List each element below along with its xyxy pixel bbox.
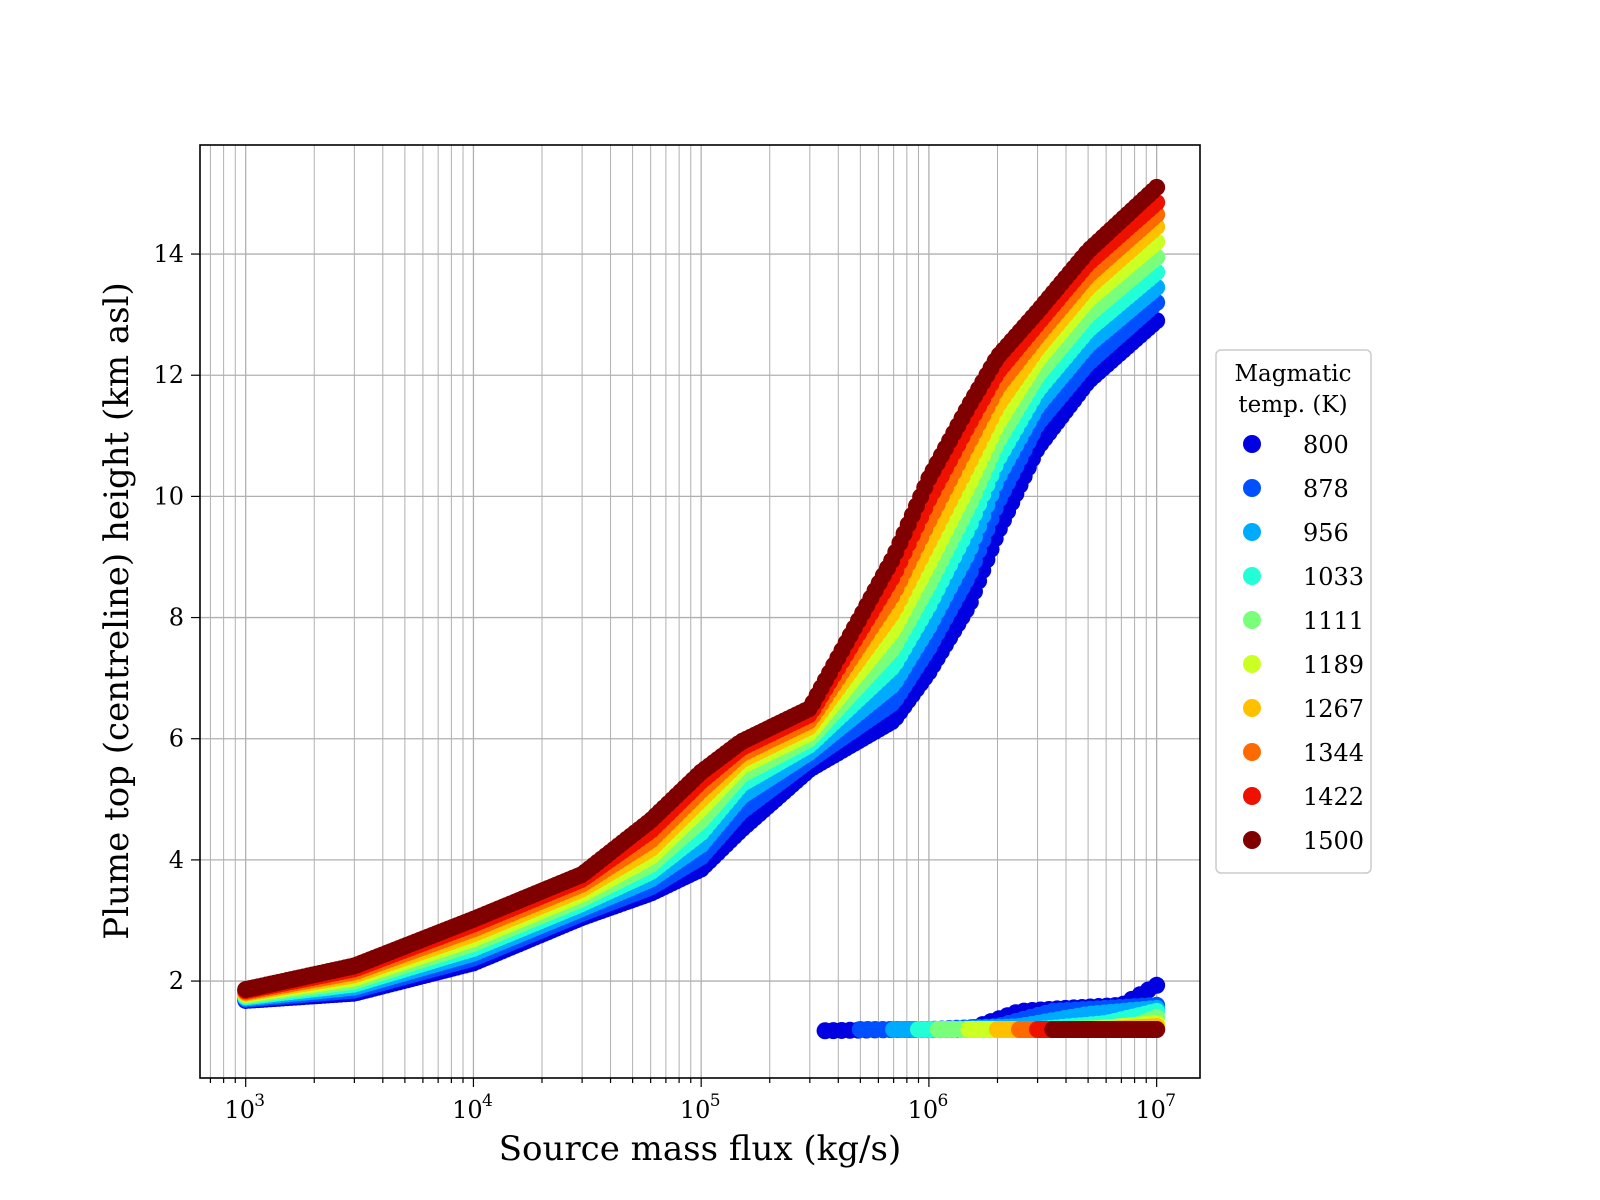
legend-label-1267: 1267 — [1303, 695, 1364, 723]
legend-label-1422: 1422 — [1303, 783, 1364, 811]
x-tick-label-exponent: 6 — [938, 1091, 949, 1111]
legend-label-1344: 1344 — [1303, 739, 1364, 767]
x-tick-label: 10 — [224, 1096, 255, 1124]
x-tick-label: 10 — [680, 1096, 711, 1124]
legend-marker-1422 — [1243, 787, 1261, 805]
x-tick-label-exponent: 7 — [1165, 1091, 1176, 1111]
legend-label-956: 956 — [1303, 519, 1349, 547]
data-point — [1148, 976, 1166, 994]
y-tick-label: 4 — [169, 846, 184, 874]
legend-marker-1344 — [1243, 743, 1261, 761]
y-tick-label: 8 — [169, 604, 184, 632]
x-tick-label: 10 — [1135, 1096, 1166, 1124]
legend: Magmatic temp. (K) 800 878 956 1033 1111 1189… — [1215, 349, 1372, 874]
legend-title-line-1: Magmatic — [1235, 361, 1352, 387]
plot-frame — [199, 144, 1201, 1079]
series-1500 — [237, 178, 1166, 1039]
x-tick-label: 10 — [908, 1096, 939, 1124]
y-tick-label: 10 — [153, 482, 184, 510]
legend-marker-1033 — [1243, 567, 1261, 585]
legend-label-1500: 1500 — [1303, 827, 1364, 855]
y-tick-label: 14 — [153, 240, 184, 268]
x-tick-label-exponent: 5 — [710, 1091, 721, 1111]
data-points — [237, 178, 1166, 1040]
legend-marker-1500 — [1243, 831, 1261, 849]
data-point — [1148, 178, 1166, 196]
legend-marker-1111 — [1243, 611, 1261, 629]
legend-label-878: 878 — [1303, 475, 1349, 503]
legend-label-1033: 1033 — [1303, 563, 1364, 591]
legend-marker-1267 — [1243, 699, 1261, 717]
legend-label-800: 800 — [1303, 431, 1349, 459]
y-tick-label: 6 — [169, 725, 184, 753]
x-tick-label: 10 — [452, 1096, 483, 1124]
x-tick-label-exponent: 4 — [482, 1091, 493, 1111]
y-axis-label: Plume top (centreline) height (km asl) — [97, 282, 137, 940]
legend-marker-956 — [1243, 523, 1261, 541]
data-point — [1148, 1021, 1166, 1039]
legend-marker-800 — [1243, 435, 1261, 453]
legend-marker-1189 — [1243, 655, 1261, 673]
legend-marker-878 — [1243, 479, 1261, 497]
x-tick-label-exponent: 3 — [254, 1091, 265, 1111]
legend-title-line-2: temp. (K) — [1238, 392, 1347, 418]
y-tick-label: 12 — [153, 361, 184, 389]
x-axis-label: Source mass flux (kg/s) — [499, 1129, 901, 1169]
legend-label-1189: 1189 — [1303, 651, 1364, 679]
legend-entries: 800 878 956 1033 1111 1189 1267 1344 1422 1500 — [1243, 431, 1364, 855]
legend-label-1111: 1111 — [1303, 607, 1364, 635]
y-tick-label: 2 — [169, 967, 184, 995]
